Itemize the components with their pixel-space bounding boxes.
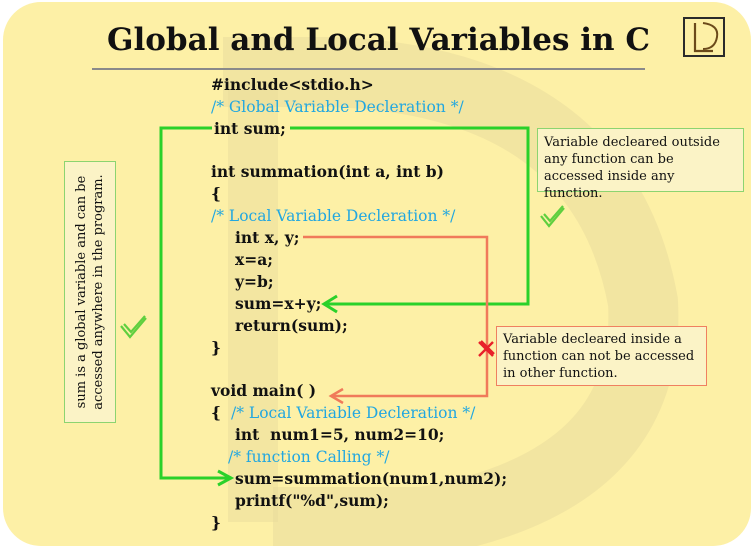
global-call-arrow <box>159 126 235 487</box>
code-global-decl: int sum; <box>214 119 286 138</box>
code-main-decl: int num1=5, num2=10; <box>235 425 445 444</box>
code-main-sig: void main( ) <box>211 381 317 400</box>
code-open-brace-2: { <box>211 403 221 422</box>
code-open-brace-1: { <box>211 184 221 203</box>
code-printf: printf("%d",sum); <box>235 491 389 510</box>
code-sum-expr: sum=x+y; <box>235 294 322 313</box>
local-scope-arrow <box>303 235 489 405</box>
comment-call: /* function Calling */ <box>228 448 390 466</box>
global-access-arrow <box>290 126 530 314</box>
code-close-brace-1: } <box>211 338 221 357</box>
title-underline <box>92 68 645 70</box>
comment-global: /* Global Variable Decleration */ <box>211 98 464 116</box>
comment-local-2: /* Local Variable Decleration */ <box>231 404 476 422</box>
cross-icon <box>478 340 495 357</box>
global-variable-note: Variable decleared outside any function … <box>537 128 744 201</box>
page-title: Global and Local Variables in C <box>107 22 651 58</box>
code-func-sig: int summation(int a, int b) <box>211 162 444 181</box>
code-return: return(sum); <box>235 316 348 335</box>
code-assign-x: x=a; <box>235 250 273 269</box>
logo-icon <box>683 17 725 57</box>
code-local-decl: int x, y; <box>235 228 300 247</box>
comment-local-1: /* Local Variable Decleration */ <box>211 207 456 225</box>
code-include: #include<stdio.h> <box>211 75 374 94</box>
diagram-card <box>3 2 751 546</box>
checkmark-icon <box>120 315 147 339</box>
global-scope-note: sum is a global variable and can be acce… <box>64 161 116 423</box>
checkmark-icon <box>540 205 565 228</box>
code-close-brace-2: } <box>211 513 221 532</box>
code-call-stmt: sum=summation(num1,num2); <box>235 469 508 488</box>
local-variable-note: Variable decleared inside a function can… <box>496 326 707 386</box>
code-assign-y: y=b; <box>235 272 274 291</box>
watermark-logo-icon <box>223 36 679 546</box>
